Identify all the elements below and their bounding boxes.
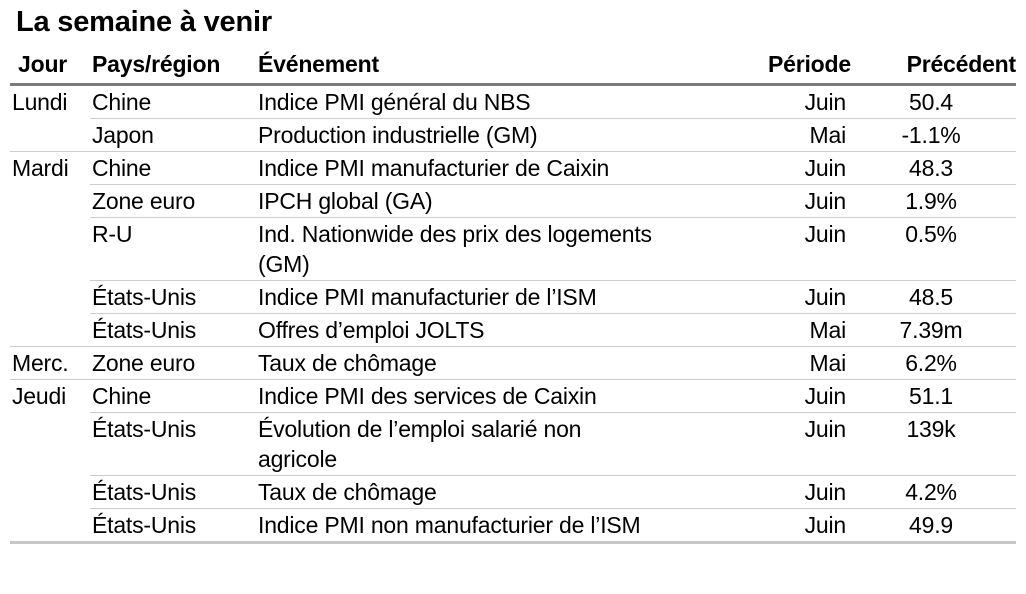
region-cell: Japon [90, 118, 256, 152]
day-cell [10, 281, 90, 314]
region-cell: Chine [92, 89, 152, 115]
period-cell: Juin [768, 151, 846, 185]
region-cell: Chine [90, 379, 256, 413]
period-cell: Mai [768, 346, 846, 380]
day-cell: Mardi [10, 151, 90, 185]
previous-cell: 48.3 [846, 151, 1016, 185]
event-cell: Indice PMI manufacturier de Caixin [256, 151, 768, 185]
event-cell: Indice PMI des services de Caixin [256, 379, 768, 413]
table-row: Mardi Chine Indice PMI manufacturier de … [10, 151, 1016, 185]
period-cell: Juin [768, 475, 846, 509]
previous-cell: 48.5 [846, 280, 1016, 314]
day-cell [10, 314, 90, 347]
period-cell: Juin [768, 184, 846, 218]
table-row: R-U Ind. Nationwide des prix des logemen… [10, 217, 1016, 281]
column-header-evenement: Événement [256, 49, 768, 86]
previous-cell: -1.1% [846, 118, 1016, 152]
previous-cell: 50.4 [909, 89, 953, 115]
previous-cell: 139k [846, 412, 1016, 476]
day-cell [10, 119, 90, 152]
period-cell: Mai [768, 118, 846, 152]
event-cell: IPCH global (GA) [256, 184, 768, 218]
column-header-pays-region: Pays/région [90, 49, 256, 86]
day-cell: Lundi [12, 89, 68, 115]
previous-cell: 6.2% [846, 346, 1016, 380]
event-cell: Production industrielle (GM) [256, 118, 768, 152]
event-cell: Offres d’emploi JOLTS [256, 313, 768, 347]
region-cell: Chine [90, 151, 256, 185]
day-cell [10, 413, 90, 476]
period-cell: Juin [768, 217, 846, 281]
day-cell: Jeudi [10, 379, 90, 413]
header-row: Jour Pays/région Événement Période Précé… [10, 49, 1016, 86]
column-header-precedent: Précédent [846, 49, 1016, 86]
previous-cell: 0.5% [846, 217, 1016, 281]
period-cell: Juin [768, 508, 846, 544]
table-row: Zone euro IPCH global (GA) Juin 1.9% [10, 184, 1016, 218]
event-cell: Ind. Nationwide des prix des logements (… [256, 217, 768, 281]
day-cell [10, 476, 90, 509]
previous-cell: 49.9 [846, 508, 1016, 544]
period-cell: Mai [768, 313, 846, 347]
region-cell: Zone euro [90, 184, 256, 218]
event-cell: Indice PMI non manufacturier de l’ISM [256, 508, 768, 544]
day-cell [10, 185, 90, 218]
previous-cell: 7.39m [846, 313, 1016, 347]
table-row: États-Unis Offres d’emploi JOLTS Mai 7.3… [10, 313, 1016, 347]
table-row: États-Unis Taux de chômage Juin 4.2% [10, 475, 1016, 509]
page: La semaine à venir Jour Pays/région Évén… [10, 6, 1016, 544]
event-cell: Indice PMI manufacturier de l’ISM [256, 280, 768, 314]
region-cell: États-Unis [90, 475, 256, 509]
period-cell: Juin [804, 89, 847, 115]
column-header-periode: Période [768, 49, 851, 86]
table-row: Japon Production industrielle (GM) Mai -… [10, 118, 1016, 152]
table-row: États-Unis Évolution de l’emploi salarié… [10, 412, 1016, 476]
event-cell: Taux de chômage [256, 346, 768, 380]
period-cell: Juin [768, 379, 846, 413]
previous-cell: 4.2% [846, 475, 1016, 509]
event-cell: Évolution de l’emploi salarié non agrico… [256, 412, 768, 476]
region-cell: États-Unis [90, 412, 256, 476]
table-row: Merc. Zone euro Taux de chômage Mai 6.2% [10, 346, 1016, 380]
day-cell [10, 508, 90, 544]
table-body: Lundi Chine Indice PMI général du NBS Ju… [10, 85, 1016, 544]
region-cell: États-Unis [90, 508, 256, 544]
region-cell: États-Unis [90, 313, 256, 347]
column-header-jour: Jour [10, 49, 90, 86]
page-title: La semaine à venir [16, 6, 272, 38]
day-cell [10, 218, 90, 281]
region-cell: R-U [90, 217, 256, 281]
table-row: Jeudi Chine Indice PMI des services de C… [10, 379, 1016, 413]
period-cell: Juin [768, 412, 846, 476]
period-cell: Juin [768, 280, 846, 314]
previous-cell: 51.1 [846, 379, 1016, 413]
event-cell: Taux de chômage [256, 475, 768, 509]
table-row: États-Unis Indice PMI manufacturier de l… [10, 280, 1016, 314]
region-cell: Zone euro [90, 346, 256, 380]
events-table: Jour Pays/région Événement Période Précé… [10, 49, 1016, 544]
previous-cell: 1.9% [846, 184, 1016, 218]
table-row: Lundi Chine Indice PMI général du NBS Ju… [10, 85, 1016, 119]
day-cell: Merc. [10, 346, 90, 380]
table-row: États-Unis Indice PMI non manufacturier … [10, 508, 1016, 544]
region-cell: États-Unis [90, 280, 256, 314]
event-cell: Indice PMI général du NBS [258, 89, 531, 115]
table-header: Jour Pays/région Événement Période Précé… [10, 49, 1016, 86]
